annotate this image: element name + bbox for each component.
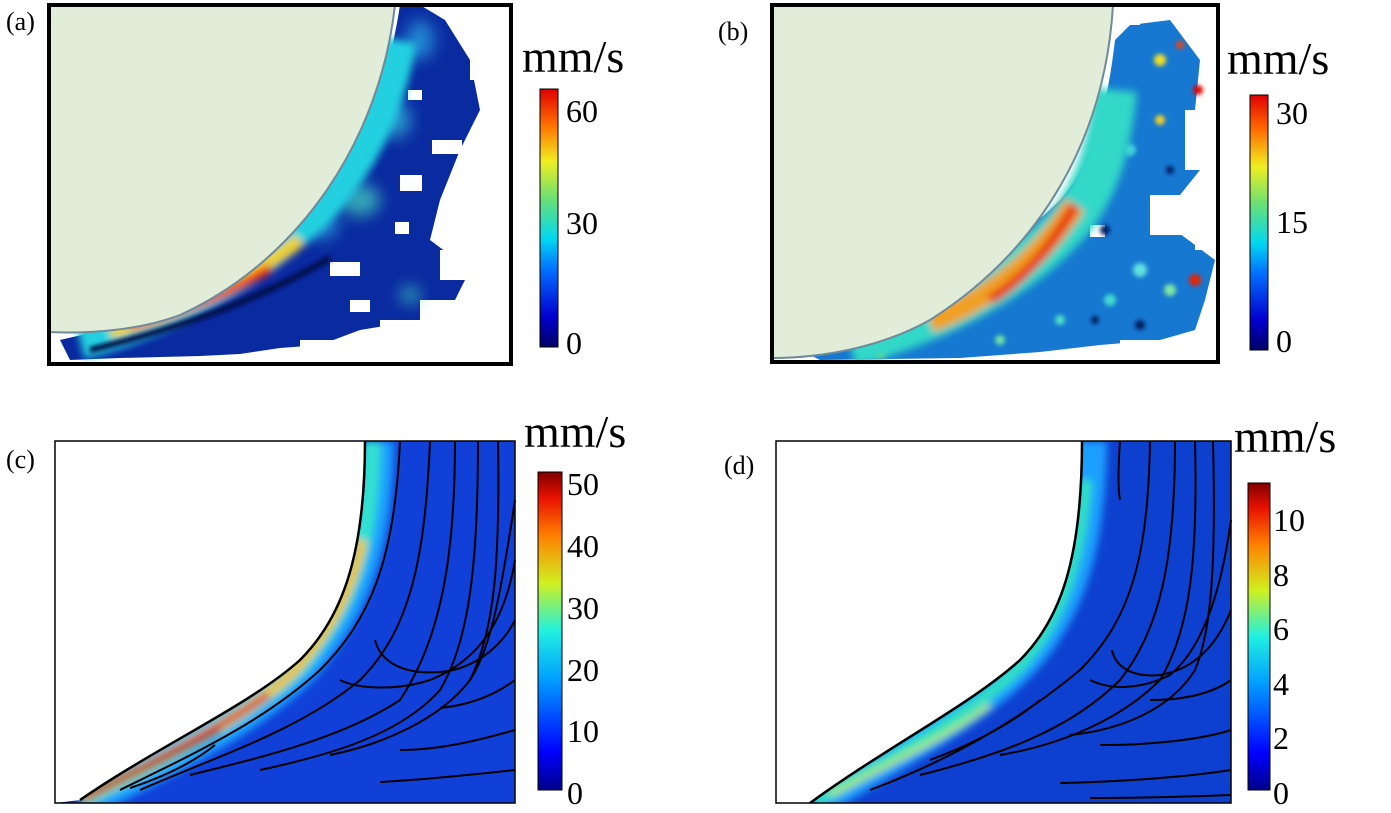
panel-b-colorbar: mm/s 30 15 0 <box>1227 33 1329 359</box>
panel-d-field-body <box>810 441 1231 803</box>
panel-d-streamlines <box>869 440 1232 799</box>
panel-a-label: (a) <box>6 7 35 36</box>
panel-c-colorbar: mm/s 50 40 30 20 10 0 <box>524 406 626 811</box>
panel-c-streamlines <box>119 440 516 791</box>
panel-a-colorbar-scale <box>539 88 559 348</box>
panel-c-colorbar-unit: mm/s <box>524 406 626 457</box>
panel-a-colorbar: mm/s 60 30 0 <box>522 31 624 361</box>
panel-b-colorbar-scale <box>1249 94 1269 351</box>
panel-c-tick-0: 0 <box>567 775 583 811</box>
panel-a-sphere <box>48 4 397 334</box>
panel-d-sphere <box>776 441 1082 803</box>
panel-d-tick-8: 8 <box>1273 557 1289 593</box>
panel-c-tick-50: 50 <box>567 466 599 502</box>
panel-d-tick-0: 0 <box>1273 775 1289 811</box>
panel-c-tick-10: 10 <box>567 713 599 749</box>
panel-b-sphere <box>771 4 1115 360</box>
panel-b-tick-15: 15 <box>1276 204 1308 240</box>
panel-a-tick-30: 30 <box>566 205 598 241</box>
panel-c-label: (c) <box>6 445 35 474</box>
panel-a: (a) mm/s 60 30 0 <box>6 3 624 366</box>
panel-a-frame <box>47 3 513 366</box>
panel-d: (d) mm/s 10 8 6 4 2 0 <box>724 411 1336 811</box>
panel-d-tick-4: 4 <box>1273 666 1289 702</box>
panel-c-field-body <box>80 441 515 803</box>
panel-b-data-gaps <box>1090 5 1218 362</box>
panel-d-sphere-edge <box>809 440 1084 805</box>
panel-b-frame <box>770 3 1220 364</box>
panel-c-frame <box>54 440 516 804</box>
panel-a-tick-0: 0 <box>566 325 582 361</box>
panel-d-tick-10: 10 <box>1273 502 1305 538</box>
panel-b-tick-0: 0 <box>1276 323 1292 359</box>
panel-b: (b) mm/s 30 15 0 <box>718 3 1329 364</box>
panel-c-tick-40: 40 <box>567 528 599 564</box>
panel-a-field-region <box>60 5 480 360</box>
panel-c-sphere-edge <box>79 440 367 802</box>
panel-a-data-gaps <box>300 20 511 364</box>
panel-d-colorbar: mm/s 10 8 6 4 2 0 <box>1234 411 1336 811</box>
panel-b-dark-spots <box>1091 166 1174 330</box>
panel-d-boundary-layer <box>803 441 1107 803</box>
panel-d-colorbar-scale <box>1247 482 1271 791</box>
panel-c-colorbar-scale <box>537 471 563 791</box>
panel-c: (c) mm/s 50 40 30 20 10 0 <box>6 406 626 811</box>
panel-d-label: (d) <box>724 451 754 480</box>
panel-c-sphere <box>55 441 365 803</box>
panel-d-frame <box>775 440 1232 804</box>
panel-c-tick-20: 20 <box>567 652 599 688</box>
panel-b-label: (b) <box>718 17 748 46</box>
panel-c-boundary-layer <box>71 441 394 803</box>
panel-c-tick-30: 30 <box>567 590 599 626</box>
panel-d-colorbar-unit: mm/s <box>1234 411 1336 462</box>
panel-a-tick-60: 60 <box>566 93 598 129</box>
panel-a-colorbar-unit: mm/s <box>522 31 624 82</box>
panel-d-tick-2: 2 <box>1273 720 1289 756</box>
panel-d-tick-6: 6 <box>1273 611 1289 647</box>
panel-b-tick-30: 30 <box>1276 95 1308 131</box>
panel-b-colorbar-unit: mm/s <box>1227 33 1329 84</box>
